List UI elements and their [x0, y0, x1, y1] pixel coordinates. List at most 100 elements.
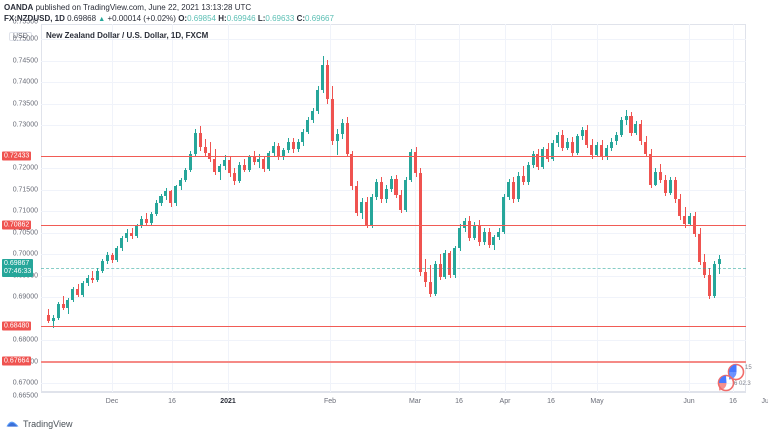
candle-body	[394, 178, 398, 195]
candle-body	[546, 148, 550, 159]
price-axis-tick: 0.67000	[12, 379, 38, 387]
price-axis[interactable]: USD 0.75000 0.74500 0.74000 0.73500 0.73000 0…	[0, 19, 41, 400]
price-level-badge[interactable]: 0.72433	[2, 151, 32, 161]
price-level-line[interactable]	[41, 225, 746, 226]
candle-wick	[719, 255, 721, 274]
candle-body	[472, 225, 476, 238]
price-axis-tick: 0.74000	[12, 78, 38, 86]
candle-body	[678, 199, 682, 217]
time-axis-tick: 16	[547, 398, 555, 405]
current-price-badge[interactable]: 0.69867 07:46:33	[2, 259, 34, 277]
header-line-quote: FX:NZDUSD, 1D 0.69868 ▲ +0.00014 (+0.02%…	[4, 14, 334, 25]
low-label: L:	[257, 14, 266, 23]
time-axis[interactable]: Dec 16 2021 Feb Mar 16 Apr 16 May Jun 16 Jul	[41, 392, 768, 410]
candle-body	[502, 197, 506, 232]
price-level-badge[interactable]: 0.70862	[2, 220, 32, 230]
tradingview-brand[interactable]: TradingView	[6, 419, 73, 429]
candle-body	[345, 122, 349, 155]
candle-body	[575, 136, 579, 153]
candle-body	[281, 150, 285, 157]
close-label: C:	[296, 14, 306, 23]
high-value: 0.69946	[226, 14, 256, 23]
price-axis-tick: 0.73000	[12, 121, 38, 129]
candle-body	[257, 158, 261, 163]
price-level-line[interactable]	[41, 326, 746, 327]
candle-body	[560, 134, 564, 148]
candle-wick	[337, 129, 339, 156]
candle-body	[688, 216, 692, 225]
candle-body	[595, 144, 599, 156]
candle-body	[624, 115, 628, 120]
grid-line-vertical	[172, 24, 173, 392]
candle-body	[232, 173, 236, 182]
candle-body	[370, 197, 374, 225]
grid-line-vertical	[505, 24, 506, 392]
candle-body	[467, 220, 471, 238]
candle-body	[609, 141, 613, 148]
candle-body	[276, 145, 280, 157]
candle-body	[516, 175, 520, 200]
candle-body	[164, 191, 168, 197]
grid-line-vertical	[551, 24, 552, 392]
publish-info: published on TradingView.com, June 22, 2…	[35, 3, 252, 12]
time-axis-tick: 16	[729, 398, 737, 405]
watermark-badge-icon: 15 6 02.3	[717, 363, 752, 392]
candle-body	[252, 156, 256, 163]
candle-body	[570, 141, 574, 153]
candle-body	[262, 158, 266, 170]
price-axis-tick: 0.70000	[12, 250, 38, 258]
price-level-line[interactable]	[41, 156, 746, 157]
candle-body	[179, 180, 183, 187]
time-axis-tick: Jul	[761, 398, 768, 405]
candle-body	[580, 130, 584, 137]
chart-title: New Zealand Dollar / U.S. Dollar, 1D, FX…	[46, 31, 209, 40]
time-axis-tick: Jun	[683, 398, 695, 405]
current-price-dashed-line	[41, 268, 746, 269]
candle-body	[105, 255, 109, 261]
candle-body	[409, 151, 413, 181]
candle-body	[183, 169, 187, 181]
time-axis-tick: Dec	[105, 398, 119, 405]
candlestick-plot[interactable]	[41, 24, 746, 392]
grid-line-horizontal	[41, 340, 746, 342]
candle-body	[174, 186, 178, 204]
price-axis-tick: 0.68000	[12, 336, 38, 344]
candle-body	[712, 263, 716, 297]
candle-body	[95, 270, 99, 281]
candle-body	[541, 148, 545, 168]
candle-body	[46, 315, 50, 321]
candle-body	[649, 154, 653, 185]
candle-body	[267, 153, 271, 170]
candle-body	[110, 255, 114, 261]
grid-line-vertical	[330, 24, 331, 392]
candle-body	[423, 272, 427, 283]
candle-body	[526, 164, 530, 182]
grid-line-horizontal	[41, 275, 746, 277]
candle-body	[135, 225, 139, 237]
candle-body	[125, 232, 129, 238]
candle-body	[296, 142, 300, 150]
candle-body	[693, 216, 697, 234]
currency-unit-badge: USD	[9, 32, 32, 41]
candle-body	[120, 237, 124, 249]
candle-body	[404, 180, 408, 211]
price-level-line[interactable]	[41, 361, 746, 363]
candle-body	[605, 147, 609, 157]
candle-wick	[523, 166, 525, 186]
grid-line-horizontal	[41, 254, 746, 256]
candle-body	[365, 201, 369, 225]
candle-body	[291, 141, 295, 150]
current-price-time: 07:46:33	[4, 268, 32, 275]
candle-body	[139, 218, 143, 226]
grid-line-vertical	[228, 24, 229, 392]
current-price-value: 0.69867	[4, 260, 30, 267]
candle-body	[188, 154, 192, 170]
candle-body	[321, 64, 325, 90]
candle-body	[51, 317, 55, 321]
price-axis-tick: 0.75500	[12, 18, 38, 26]
price-level-badge[interactable]: 0.68480	[2, 321, 32, 331]
candle-body	[428, 282, 432, 294]
candle-body	[237, 164, 241, 182]
price-level-badge[interactable]: 0.67664	[2, 356, 32, 366]
candle-body	[668, 180, 672, 194]
